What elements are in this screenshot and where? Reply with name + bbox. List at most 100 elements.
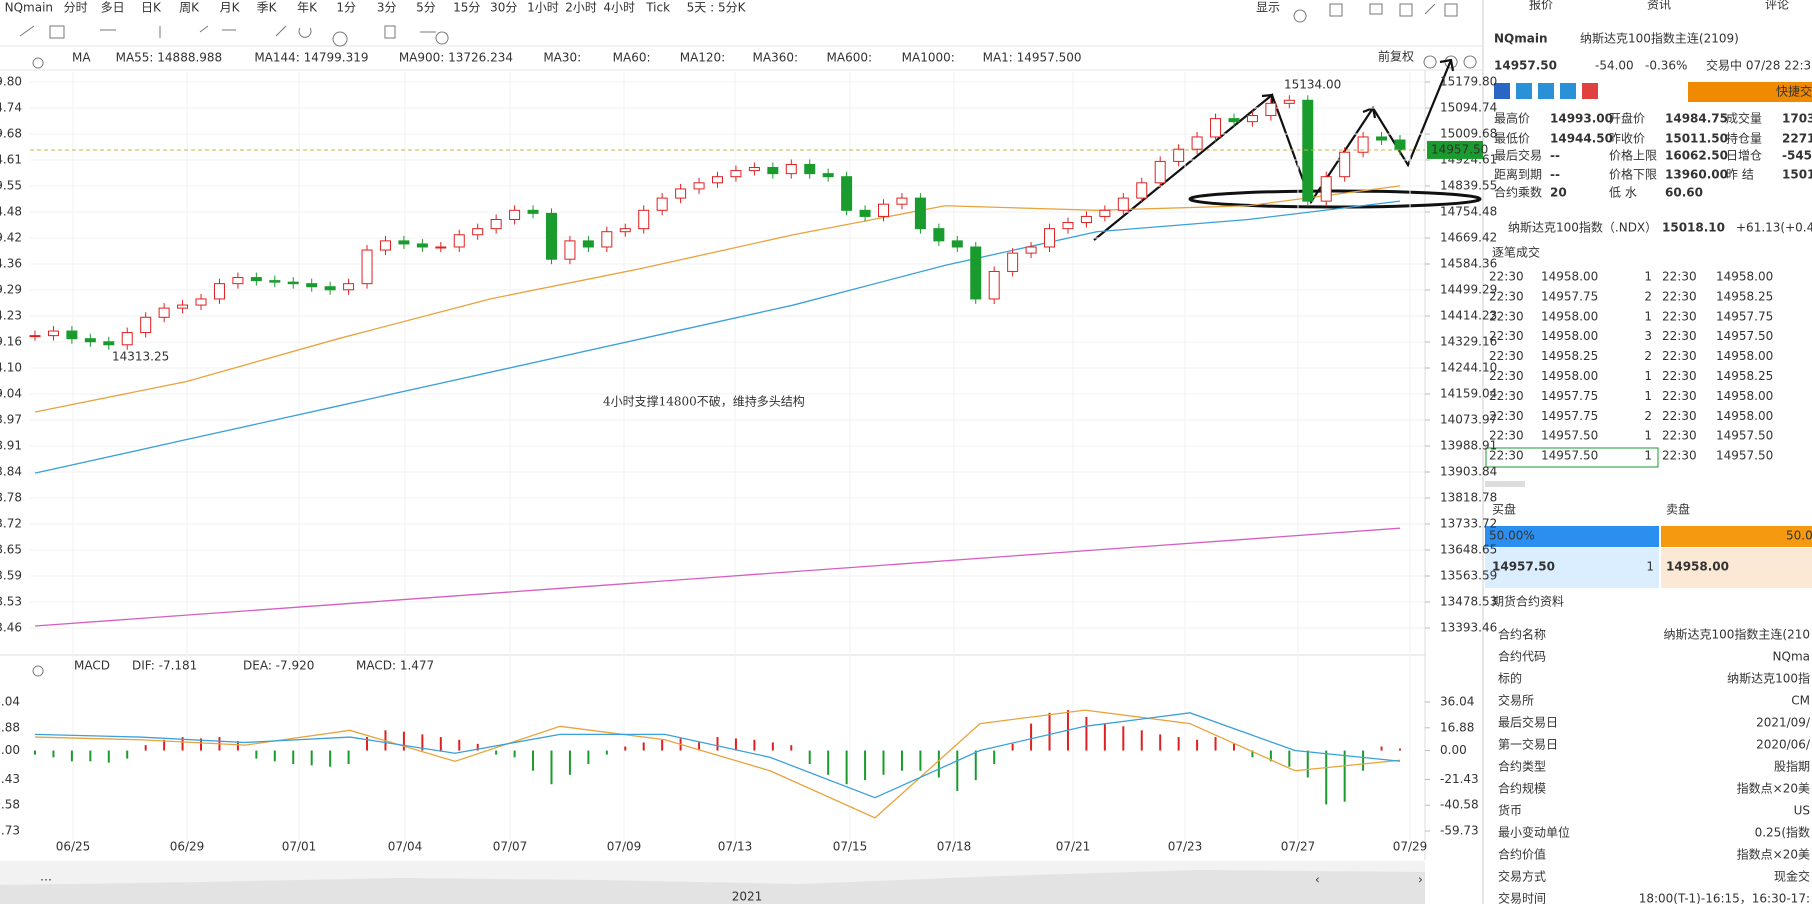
info-value: 18:00(T-1)-16:15，16:30-17:	[1639, 892, 1810, 904]
trade-cell: 14958.00	[1716, 349, 1773, 363]
info-label: 交易方式	[1498, 869, 1546, 884]
nav-left[interactable]: ‹	[1315, 873, 1320, 887]
candle	[1117, 197, 1129, 211]
period-tab[interactable]: 30分	[490, 1, 517, 15]
panel-tab[interactable]: 评论	[1765, 0, 1789, 12]
ask-pct: 50.0	[1786, 529, 1812, 543]
candle	[619, 228, 631, 233]
instrument-name: 纳斯达克100指数主连(2109)	[1580, 31, 1739, 46]
period-tab[interactable]: 季K	[257, 1, 278, 15]
y-tick-label: 14244.10	[1440, 360, 1497, 374]
trade-cell: 22:30	[1489, 409, 1524, 423]
info-value: 2021/09/	[1756, 716, 1811, 730]
period-tab[interactable]: 2小时	[565, 1, 597, 15]
trading-status: 交易中 07/28 22:30(美	[1706, 58, 1812, 73]
adjust-mode[interactable]: 前复权	[1378, 49, 1414, 64]
y-tick-label-left: 14924.61	[0, 152, 22, 166]
trade-cell: 14957.75	[1541, 289, 1598, 303]
period-tab[interactable]: 1分	[336, 1, 356, 15]
macd-legend: DEA: -7.920	[243, 659, 314, 673]
period-tab[interactable]: 1小时	[527, 1, 559, 15]
period-tab[interactable]: 年K	[297, 1, 318, 15]
info-label: 第一交易日	[1498, 737, 1558, 752]
ma-line	[34, 527, 1401, 627]
x-tick-label: 07/23	[1168, 840, 1203, 854]
trade-cell: 22:30	[1489, 349, 1524, 363]
panel-tab[interactable]: 资讯	[1647, 0, 1671, 12]
period-tab[interactable]: 15分	[453, 1, 480, 15]
navigator-area	[0, 870, 1425, 904]
y-tick-label-left: 14329.16	[0, 335, 22, 349]
candle	[693, 182, 705, 190]
period-tab[interactable]: NQmain	[5, 1, 53, 15]
x-tick-label: 07/18	[937, 840, 972, 854]
quick-trade[interactable]: 快捷交	[1776, 84, 1812, 99]
ma-legend: MA120:	[680, 51, 726, 65]
stat-value: --	[1550, 168, 1560, 182]
y-tick-label: 13903.84	[1440, 465, 1497, 479]
candle	[841, 176, 853, 211]
period-tab[interactable]: 月K	[220, 1, 241, 15]
bid-pct: 50.00%	[1489, 529, 1535, 543]
panel-tab[interactable]: 报价	[1529, 0, 1553, 12]
trade-cell: 14957.75	[1541, 409, 1598, 423]
period-tab[interactable]: 3分	[377, 1, 397, 15]
y-tick-label-left: 14414.23	[0, 308, 22, 322]
period-tab[interactable]: 多日	[101, 1, 125, 15]
candle	[29, 335, 41, 338]
candle	[158, 307, 170, 318]
y-tick-label-left: 0.00	[0, 743, 20, 757]
scrollbar[interactable]	[1485, 481, 1525, 487]
nav-right[interactable]: ›	[1418, 873, 1423, 887]
trade-cell: 22:30	[1662, 449, 1697, 463]
y-tick-label-left: -40.58	[0, 798, 20, 812]
stat-label: 昨 结	[1726, 168, 1754, 182]
nav-dots[interactable]: ⋯	[40, 873, 52, 887]
candle	[195, 298, 207, 306]
stat-label: 持仓量	[1726, 131, 1762, 146]
trade-cell: 14957.75	[1541, 389, 1598, 403]
stat-value: 15011.50	[1782, 168, 1812, 182]
ask-title: 卖盘	[1666, 502, 1690, 517]
trade-cell: 22:30	[1489, 289, 1524, 303]
trade-highlight	[1485, 447, 1659, 468]
trade-cell: 14958.00	[1541, 309, 1598, 323]
period-tab[interactable]: 5分	[416, 1, 436, 15]
candle	[103, 341, 115, 346]
candle	[1394, 139, 1406, 151]
candle	[933, 228, 945, 242]
trade-cell: 1	[1644, 389, 1652, 403]
toolbar-icons	[19, 3, 1477, 677]
info-value: 指数点×20美	[1737, 847, 1810, 862]
stat-value: 14993.00	[1550, 112, 1613, 126]
quick-trade-bg[interactable]	[1688, 82, 1812, 102]
candle	[1302, 99, 1314, 202]
period-tab[interactable]: 分时	[64, 1, 88, 15]
info-label: 交易时间	[1498, 891, 1546, 904]
display-menu[interactable]: 显示	[1256, 1, 1280, 15]
period-tab[interactable]: 5天 : 5分K	[687, 1, 747, 15]
info-label: 合约名称	[1498, 627, 1546, 642]
period-tab[interactable]: 4小时	[603, 1, 635, 15]
x-tick-label: 07/21	[1056, 840, 1091, 854]
info-value: 股指期	[1774, 759, 1810, 774]
y-tick-label-left: 36.04	[0, 695, 20, 709]
stat-label: 距离到期	[1494, 167, 1542, 182]
period-tab[interactable]: 周K	[179, 1, 200, 15]
ma-legend: MA600:	[827, 51, 873, 65]
high-label: 15134.00	[1284, 78, 1341, 92]
candle	[545, 212, 557, 260]
trade-cell: 1	[1644, 309, 1652, 323]
y-tick-label-left: 14669.42	[0, 230, 22, 244]
period-tab[interactable]: Tick	[645, 1, 670, 15]
candle	[47, 330, 59, 337]
info-label: 最后交易日	[1498, 715, 1558, 730]
trade-cell: 1	[1644, 449, 1652, 463]
trade-cell: 1	[1644, 429, 1652, 443]
related-name[interactable]: 纳斯达克100指数（.NDX）	[1508, 220, 1657, 235]
stat-value: 17032	[1782, 112, 1812, 126]
candle	[1080, 215, 1092, 224]
candle	[324, 286, 336, 291]
period-tab[interactable]: 日K	[141, 1, 162, 15]
